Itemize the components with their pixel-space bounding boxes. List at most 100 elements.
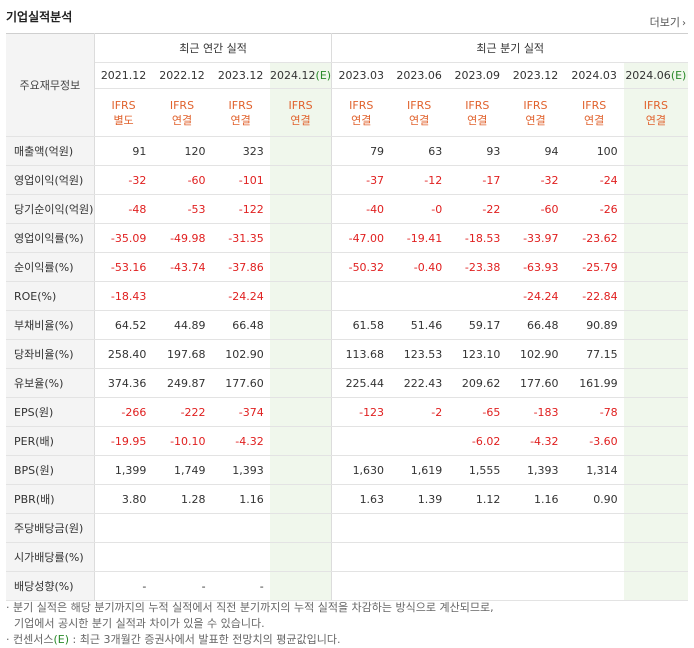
table-cell: -4.32 [211, 426, 270, 456]
table-cell: 1,749 [152, 455, 212, 485]
table-cell [269, 136, 333, 166]
table-cell [152, 542, 212, 572]
table-row: 순이익률(%) -53.16 -43.74 -37.86 -50.32 -0.40 -23.… [6, 252, 688, 282]
table-cell: 222.43 [390, 368, 449, 398]
table-cell [564, 571, 624, 601]
table-cell [331, 542, 391, 572]
table-cell: 91 [94, 136, 153, 166]
table-cell [331, 571, 391, 601]
ifrs-label: IFRS [643, 98, 668, 112]
period-label: 2023.12 [217, 69, 264, 82]
basis-label: 연결 [351, 113, 372, 127]
row-label: EPS(원) [6, 397, 95, 427]
table-cell [506, 571, 565, 601]
table-row: 부채비율(%) 64.52 44.89 66.48 61.58 51.46 59.17 66.… [6, 310, 688, 340]
table-row: 당좌비율(%) 258.40 197.68 102.90 113.68 123.53 123… [6, 339, 688, 369]
basis-label: 연결 [645, 113, 666, 127]
table-row: 배당성향(%) - - - [6, 571, 688, 601]
table-cell: 90.89 [564, 310, 624, 340]
table-cell: -25.79 [564, 252, 624, 282]
table-cell: -12 [390, 165, 449, 195]
period-header: 2023.12 [211, 62, 270, 89]
table-cell [94, 513, 153, 543]
ifrs-basis: IFRS 연결 [448, 88, 507, 137]
row-label: 배당성향(%) [6, 571, 95, 601]
table-cell: 123.10 [448, 339, 507, 369]
period-header: 2024.03 [564, 62, 624, 89]
table-cell: 93 [448, 136, 507, 166]
table-cell: -32 [506, 165, 565, 195]
basis-label: 연결 [230, 113, 251, 127]
table-cell: 1,399 [94, 455, 153, 485]
table-cell: -33.97 [506, 223, 565, 253]
more-link[interactable]: 더보기 › [650, 14, 686, 30]
table-cell: - [94, 571, 153, 601]
table-cell [331, 426, 391, 456]
table-cell: -31.35 [211, 223, 270, 253]
table-cell: 1.28 [152, 484, 212, 514]
table-cell [623, 223, 688, 253]
period-header: 2022.12 [152, 62, 212, 89]
table-cell: 1,619 [390, 455, 449, 485]
table-row: PER(배) -19.95 -10.10 -4.32 -6.02 -4.32 -3.60 [6, 426, 688, 456]
ifrs-label: IFRS [288, 98, 313, 112]
row-label: 당기순이익(억원) [6, 194, 95, 224]
footnote-quarterly-cont: 기업에서 공시한 분기 실적과 차이가 있을 수 있습니다. [14, 617, 265, 630]
ifrs-label: IFRS [523, 98, 548, 112]
table-cell: -24 [564, 165, 624, 195]
table-cell [152, 513, 212, 543]
table-cell: -222 [152, 397, 212, 427]
table-cell: 100 [564, 136, 624, 166]
table-cell: -43.74 [152, 252, 212, 282]
table-cell: -183 [506, 397, 565, 427]
table-cell: 1.39 [390, 484, 449, 514]
table-cell: 102.90 [506, 339, 565, 369]
table-cell [390, 542, 449, 572]
period-header: 2021.12 [94, 62, 153, 89]
table-cell [506, 513, 565, 543]
table-cell: -35.09 [94, 223, 153, 253]
table-cell [331, 281, 391, 311]
table-row: 유보율(%) 374.36 249.87 177.60 225.44 222.43 209.… [6, 368, 688, 398]
ifrs-basis: IFRS 연결 [564, 88, 624, 137]
estimate-mark: (E) [53, 633, 70, 646]
table-cell [269, 571, 333, 601]
table-cell [623, 281, 688, 311]
period-label: 2024.12 [270, 69, 316, 82]
table-cell [211, 542, 270, 572]
table-cell [94, 542, 153, 572]
table-cell [269, 194, 333, 224]
basis-label: 연결 [171, 113, 193, 127]
table-cell [269, 426, 333, 456]
ifrs-label: IFRS [349, 98, 374, 112]
table-cell: 1.63 [331, 484, 391, 514]
period-label: 2023.12 [512, 69, 559, 82]
footnote-consensus: · 컨센서스(E) : 최근 3개월간 증권사에서 발표한 전망치의 평균값입니… [6, 632, 494, 648]
table-cell: -122 [211, 194, 270, 224]
table-cell [448, 281, 507, 311]
table-cell: 120 [152, 136, 212, 166]
table-cell: 1,314 [564, 455, 624, 485]
table-cell [623, 368, 688, 398]
table-cell: -123 [331, 397, 391, 427]
table-cell: 197.68 [152, 339, 212, 369]
table-cell: -32 [94, 165, 153, 195]
table-cell: 66.48 [506, 310, 565, 340]
table-cell [623, 513, 688, 543]
table-cell: -60 [152, 165, 212, 195]
table-cell: 1.16 [211, 484, 270, 514]
table-cell [623, 136, 688, 166]
table-cell: - [152, 571, 212, 601]
row-label: PBR(배) [6, 484, 95, 514]
basis-label: 연결 [467, 113, 488, 127]
table-cell: 258.40 [94, 339, 153, 369]
ifrs-label: IFRS [228, 98, 253, 112]
basis-label: 연결 [525, 113, 546, 127]
period-label: 2022.12 [159, 69, 205, 82]
footnotes: · 분기 실적은 해당 분기까지의 누적 실적에서 직전 분기까지의 누적 실적… [6, 600, 494, 648]
table-cell: -0 [390, 194, 449, 224]
table-cell: -6.02 [448, 426, 507, 456]
table-cell: -101 [211, 165, 270, 195]
period-label: 2023.09 [454, 69, 501, 82]
period-header: 2024.06(E) [623, 62, 688, 89]
